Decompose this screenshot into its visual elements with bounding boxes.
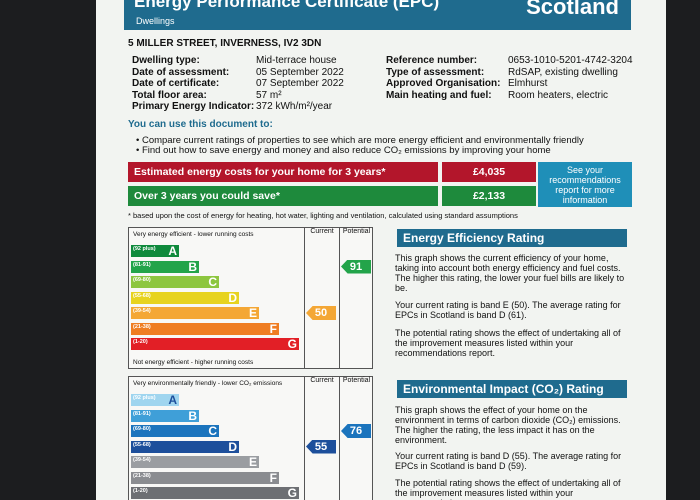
header-bar: Energy Performance Certificate (EPC) Dwe… <box>124 0 631 30</box>
band-range: (69-80) <box>133 277 151 283</box>
band-range: (92 plus) <box>133 246 156 252</box>
document-subtitle: Dwellings <box>136 16 175 26</box>
band-range: (81-91) <box>133 261 151 268</box>
band-range: (1-20) <box>133 488 148 494</box>
band-range: (92 plus) <box>133 395 156 401</box>
band-f: (21-38) F <box>131 321 279 336</box>
band-d: (55-68) D <box>131 290 239 305</box>
band-letter: D <box>228 439 237 454</box>
detail-row: Dwelling type: Mid-terrace house <box>132 55 337 66</box>
band-letter: C <box>208 424 217 438</box>
environmental-paragraph-1: This graph shows the effect of your home… <box>395 405 621 445</box>
band-letter: G <box>287 486 297 500</box>
bullet-save: • Find out how to save energy and money … <box>136 145 551 156</box>
use-heading: You can use this document to: <box>128 119 273 130</box>
band-letter: F <box>269 470 277 485</box>
energy-paragraph-1: This graph shows the current efficiency … <box>395 253 625 293</box>
band-range: (69-80) <box>133 426 151 432</box>
band-b: (81-91) B <box>131 259 199 274</box>
band-letter: A <box>168 244 177 258</box>
energy-efficiency-chart: Very energy efficient - lower running co… <box>128 227 373 369</box>
savings-label: Over 3 years you could save* <box>128 186 438 206</box>
potential-rating-marker: 91 <box>341 259 371 274</box>
band-a: (92 plus) A <box>131 244 179 258</box>
band-f: (21-38) F <box>131 470 279 485</box>
chart-top-label: Very energy efficient - lower running co… <box>133 231 254 238</box>
detail-row: Main heating and fuel: Room heaters, elec… <box>386 89 609 101</box>
cost-value: £4,035 <box>442 162 536 182</box>
cost-label: Estimated energy costs for your home for… <box>128 162 438 182</box>
detail-row: Approved Organisation: Elmhurst <box>386 78 548 89</box>
environmental-paragraph-2: Your current rating is band D (55). The … <box>395 451 622 471</box>
document-title: Energy Performance Certificate (EPC) <box>134 0 440 11</box>
details-left: Dwelling type: Mid-terrace house Date of … <box>132 55 344 113</box>
band-e: (39-54) E <box>131 306 259 320</box>
band-range: (21-38) <box>133 472 151 479</box>
energy-rating-title: Energy Efficiency Rating <box>397 229 627 247</box>
current-rating-marker: 55 <box>306 439 336 454</box>
details-right: Reference number: 0653-1010-5201-4742-320… <box>386 55 633 101</box>
chart-top-label: Very environmentally friendly - lower CO… <box>133 380 283 387</box>
potential-column: Potential <box>339 377 373 500</box>
band-g: (1-20) G <box>131 486 299 500</box>
epc-document: Energy Performance Certificate (EPC) Dwe… <box>96 0 666 500</box>
energy-paragraph-3: The potential rating shows the effect of… <box>395 328 621 358</box>
detail-row: Date of assessment: 05 September 2022 <box>132 66 344 78</box>
band-c: (69-80) C <box>131 424 219 438</box>
environmental-paragraph-3: The potential rating shows the effect of… <box>395 478 621 500</box>
potential-column: Potential <box>339 228 373 368</box>
band-letter: G <box>287 337 297 351</box>
band-range: (39-54) <box>133 457 151 463</box>
band-range: (55-68) <box>133 441 151 448</box>
detail-row: Type of assessment: RdSAP, existing dwell… <box>386 66 618 78</box>
band-c: (69-80) C <box>131 275 219 289</box>
band-g: (1-20) G <box>131 337 299 351</box>
bullet-compare: • Compare current ratings of properties … <box>136 135 584 146</box>
current-column: Current <box>304 377 339 500</box>
band-range: (1-20) <box>133 339 148 345</box>
band-letter: B <box>188 408 197 423</box>
band-letter: C <box>208 275 217 289</box>
detail-row: Date of certificate: 07 September 2022 <box>132 78 344 89</box>
chart-bottom-label: Not energy efficient - higher running co… <box>133 359 254 366</box>
band-b: (81-91) B <box>131 408 199 423</box>
region-label: Scotland <box>526 0 619 19</box>
detail-row: Total floor area: 57 m² <box>132 89 282 101</box>
current-column: Current <box>304 228 339 368</box>
energy-paragraph-2: Your current rating is band E (50). The … <box>395 300 621 320</box>
band-range: (81-91) <box>133 410 151 417</box>
band-letter: F <box>269 321 277 336</box>
band-letter: B <box>188 259 197 274</box>
detail-row: Reference number: 0653-1010-5201-4742-320… <box>386 55 633 66</box>
band-range: (39-54) <box>133 308 151 314</box>
property-address: 5 MILLER STREET, INVERNESS, IV2 3DN <box>128 38 322 49</box>
band-a: (92 plus) A <box>131 393 179 407</box>
recommendations-link[interactable]: See your recommendations report for more… <box>538 162 632 207</box>
band-range: (55-68) <box>133 292 151 299</box>
band-letter: A <box>168 393 177 407</box>
environmental-rating-title: Environmental Impact (CO₂) Rating <box>397 380 627 398</box>
band-e: (39-54) E <box>131 455 259 469</box>
savings-value: £2,133 <box>442 186 536 206</box>
band-range: (21-38) <box>133 323 151 330</box>
band-letter: E <box>248 455 257 469</box>
band-letter: E <box>248 306 257 320</box>
band-d: (55-68) D <box>131 439 239 454</box>
band-letter: D <box>228 290 237 305</box>
cost-footnote: * based upon the cost of energy for heat… <box>128 211 518 220</box>
potential-rating-marker: 76 <box>341 424 371 438</box>
detail-row: Primary Energy Indicator: 372 kWh/m²/year <box>132 101 333 112</box>
current-rating-marker: 50 <box>306 306 336 320</box>
environmental-impact-chart: Very environmentally friendly - lower CO… <box>128 376 373 500</box>
